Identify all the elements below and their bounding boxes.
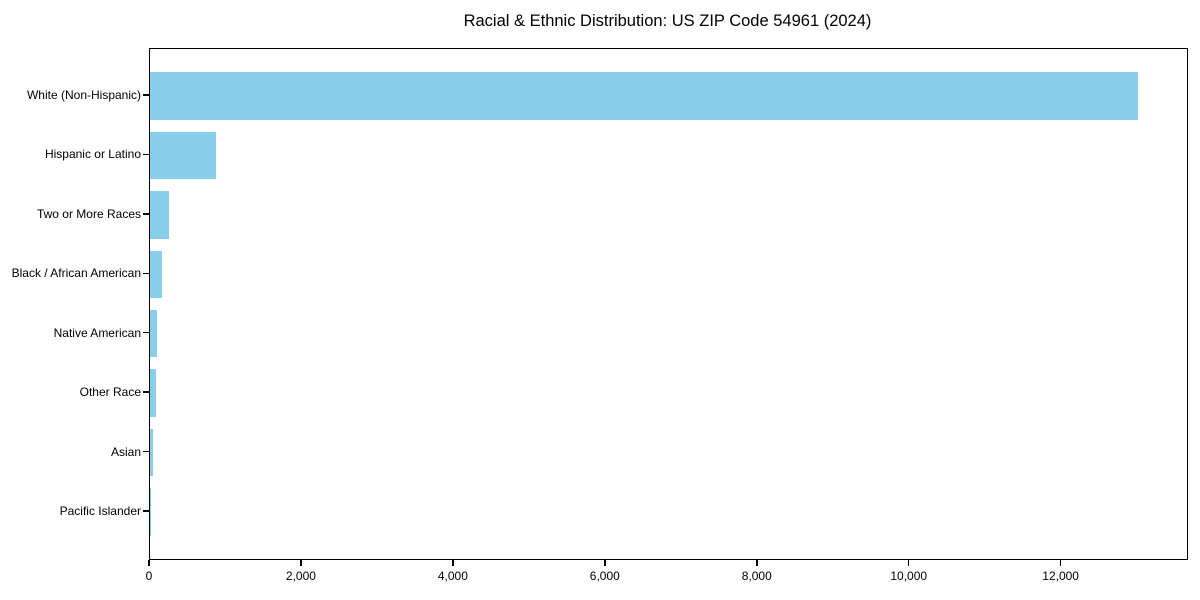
bar-black-african-american [150,250,163,299]
x-tick-label: 2,000 [285,569,316,583]
bar-hispanic-or-latino [150,131,217,180]
y-tick-mark [143,94,149,96]
x-tick-mark [604,559,606,566]
y-tick-mark [143,331,149,334]
y-tick-label: Native American [53,325,141,340]
y-tick-label: Asian [110,444,141,459]
y-tick-mark [143,450,149,453]
x-tick-mark [1059,559,1062,566]
x-tick-label: 12,000 [1042,569,1079,583]
y-tick-label: Other Race [79,385,141,400]
x-tick-label: 6,000 [589,569,620,583]
x-tick-label: 8,000 [741,569,772,583]
x-tick-label: 4,000 [437,569,468,583]
y-tick-mark [143,213,149,215]
chart-title: Racial & Ethnic Distribution: US ZIP Cod… [463,12,872,30]
y-tick-label: Pacific Islander [59,504,141,519]
y-tick-mark [143,153,149,156]
y-tick-mark [143,391,149,393]
x-tick-label: 10,000 [890,569,928,583]
x-tick-mark [756,559,758,566]
bar-two-or-more-races [150,191,170,239]
y-tick-label: White (Non-Hispanic) [26,87,141,102]
y-tick-mark [143,272,149,275]
y-tick-label: Hispanic or Latino [44,147,141,162]
bar-native-american [150,309,157,358]
bar-asian [150,428,154,477]
bar-other-race [150,369,156,417]
x-tick-mark [452,559,454,566]
y-tick-mark [143,510,149,512]
plot-area [149,48,1188,560]
y-tick-label: Two or More Races [36,206,141,221]
bar-white-non-hispanic [150,72,1138,120]
x-tick-mark [148,559,150,566]
x-tick-mark [907,559,910,566]
x-tick-label: 0 [145,569,153,583]
x-tick-mark [300,559,302,566]
y-tick-label: Black / African American [11,266,141,281]
